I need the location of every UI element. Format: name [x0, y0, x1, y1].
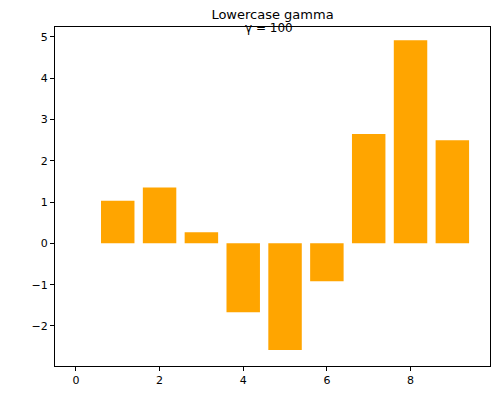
svg-text:2: 2: [41, 155, 48, 168]
svg-text:0: 0: [41, 237, 48, 250]
svg-text:0: 0: [72, 374, 79, 387]
svg-text:4: 4: [240, 374, 247, 387]
svg-text:Lowercase gamma: Lowercase gamma: [211, 7, 333, 22]
svg-text:−2: −2: [32, 320, 48, 333]
svg-text:1: 1: [41, 196, 48, 209]
svg-text:4: 4: [41, 72, 48, 85]
svg-text:2: 2: [156, 374, 163, 387]
svg-text:γ = 100: γ = 100: [245, 21, 293, 35]
svg-text:8: 8: [407, 374, 414, 387]
svg-text:3: 3: [41, 113, 48, 126]
svg-text:6: 6: [323, 374, 330, 387]
svg-text:5: 5: [41, 31, 48, 44]
svg-text:−1: −1: [32, 279, 48, 292]
